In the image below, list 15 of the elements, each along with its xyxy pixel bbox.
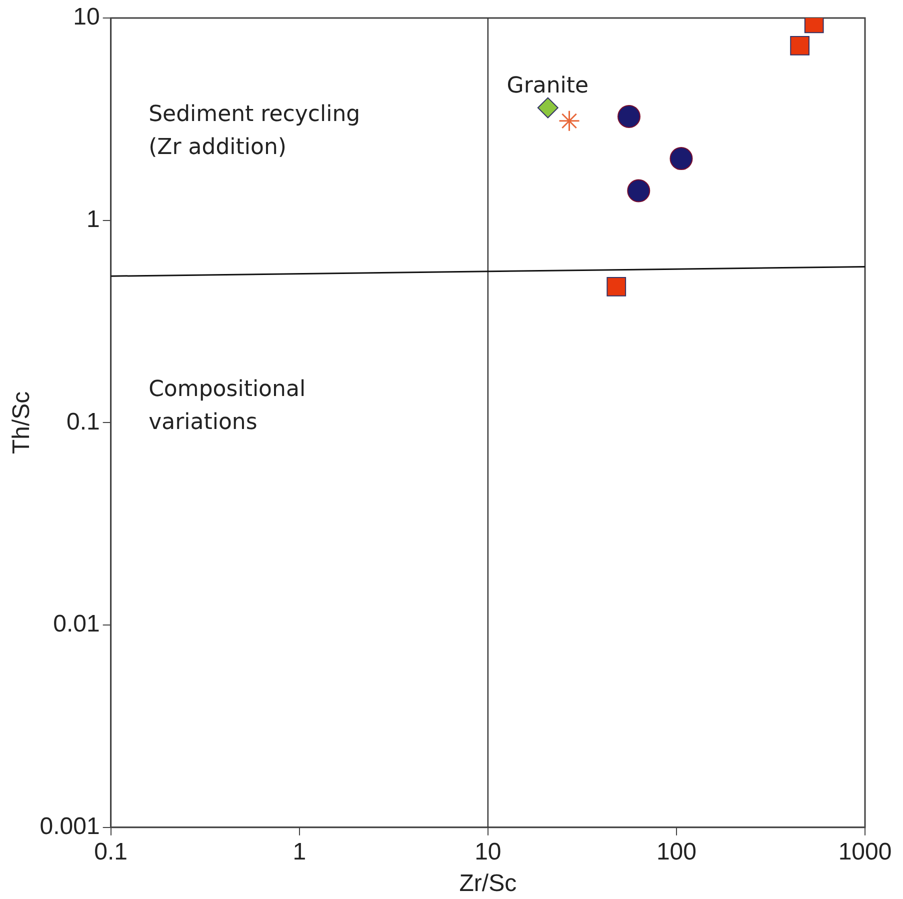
y-tick-label: 0.1 bbox=[66, 408, 100, 436]
annotation: Compositional variations bbox=[148, 377, 306, 436]
y-tick-label: 0.001 bbox=[40, 813, 100, 840]
y-tick-label: 1 bbox=[86, 206, 100, 233]
annotation: Sediment recycling (Zr addition) bbox=[148, 102, 360, 160]
x-tick-label: 1000 bbox=[838, 838, 892, 866]
x-axis-title: Zr/Sc bbox=[459, 870, 517, 898]
x-tick-label: 100 bbox=[656, 838, 696, 866]
annotation: Granite bbox=[506, 74, 589, 99]
x-tick-label: 1 bbox=[292, 838, 306, 866]
x-tick-label: 0.1 bbox=[94, 838, 128, 866]
y-tick-label: 10 bbox=[73, 4, 100, 31]
y-tick-label: 0.01 bbox=[53, 610, 100, 638]
x-tick-label: 10 bbox=[474, 838, 502, 866]
y-axis-title: Th/Sc bbox=[8, 391, 36, 454]
